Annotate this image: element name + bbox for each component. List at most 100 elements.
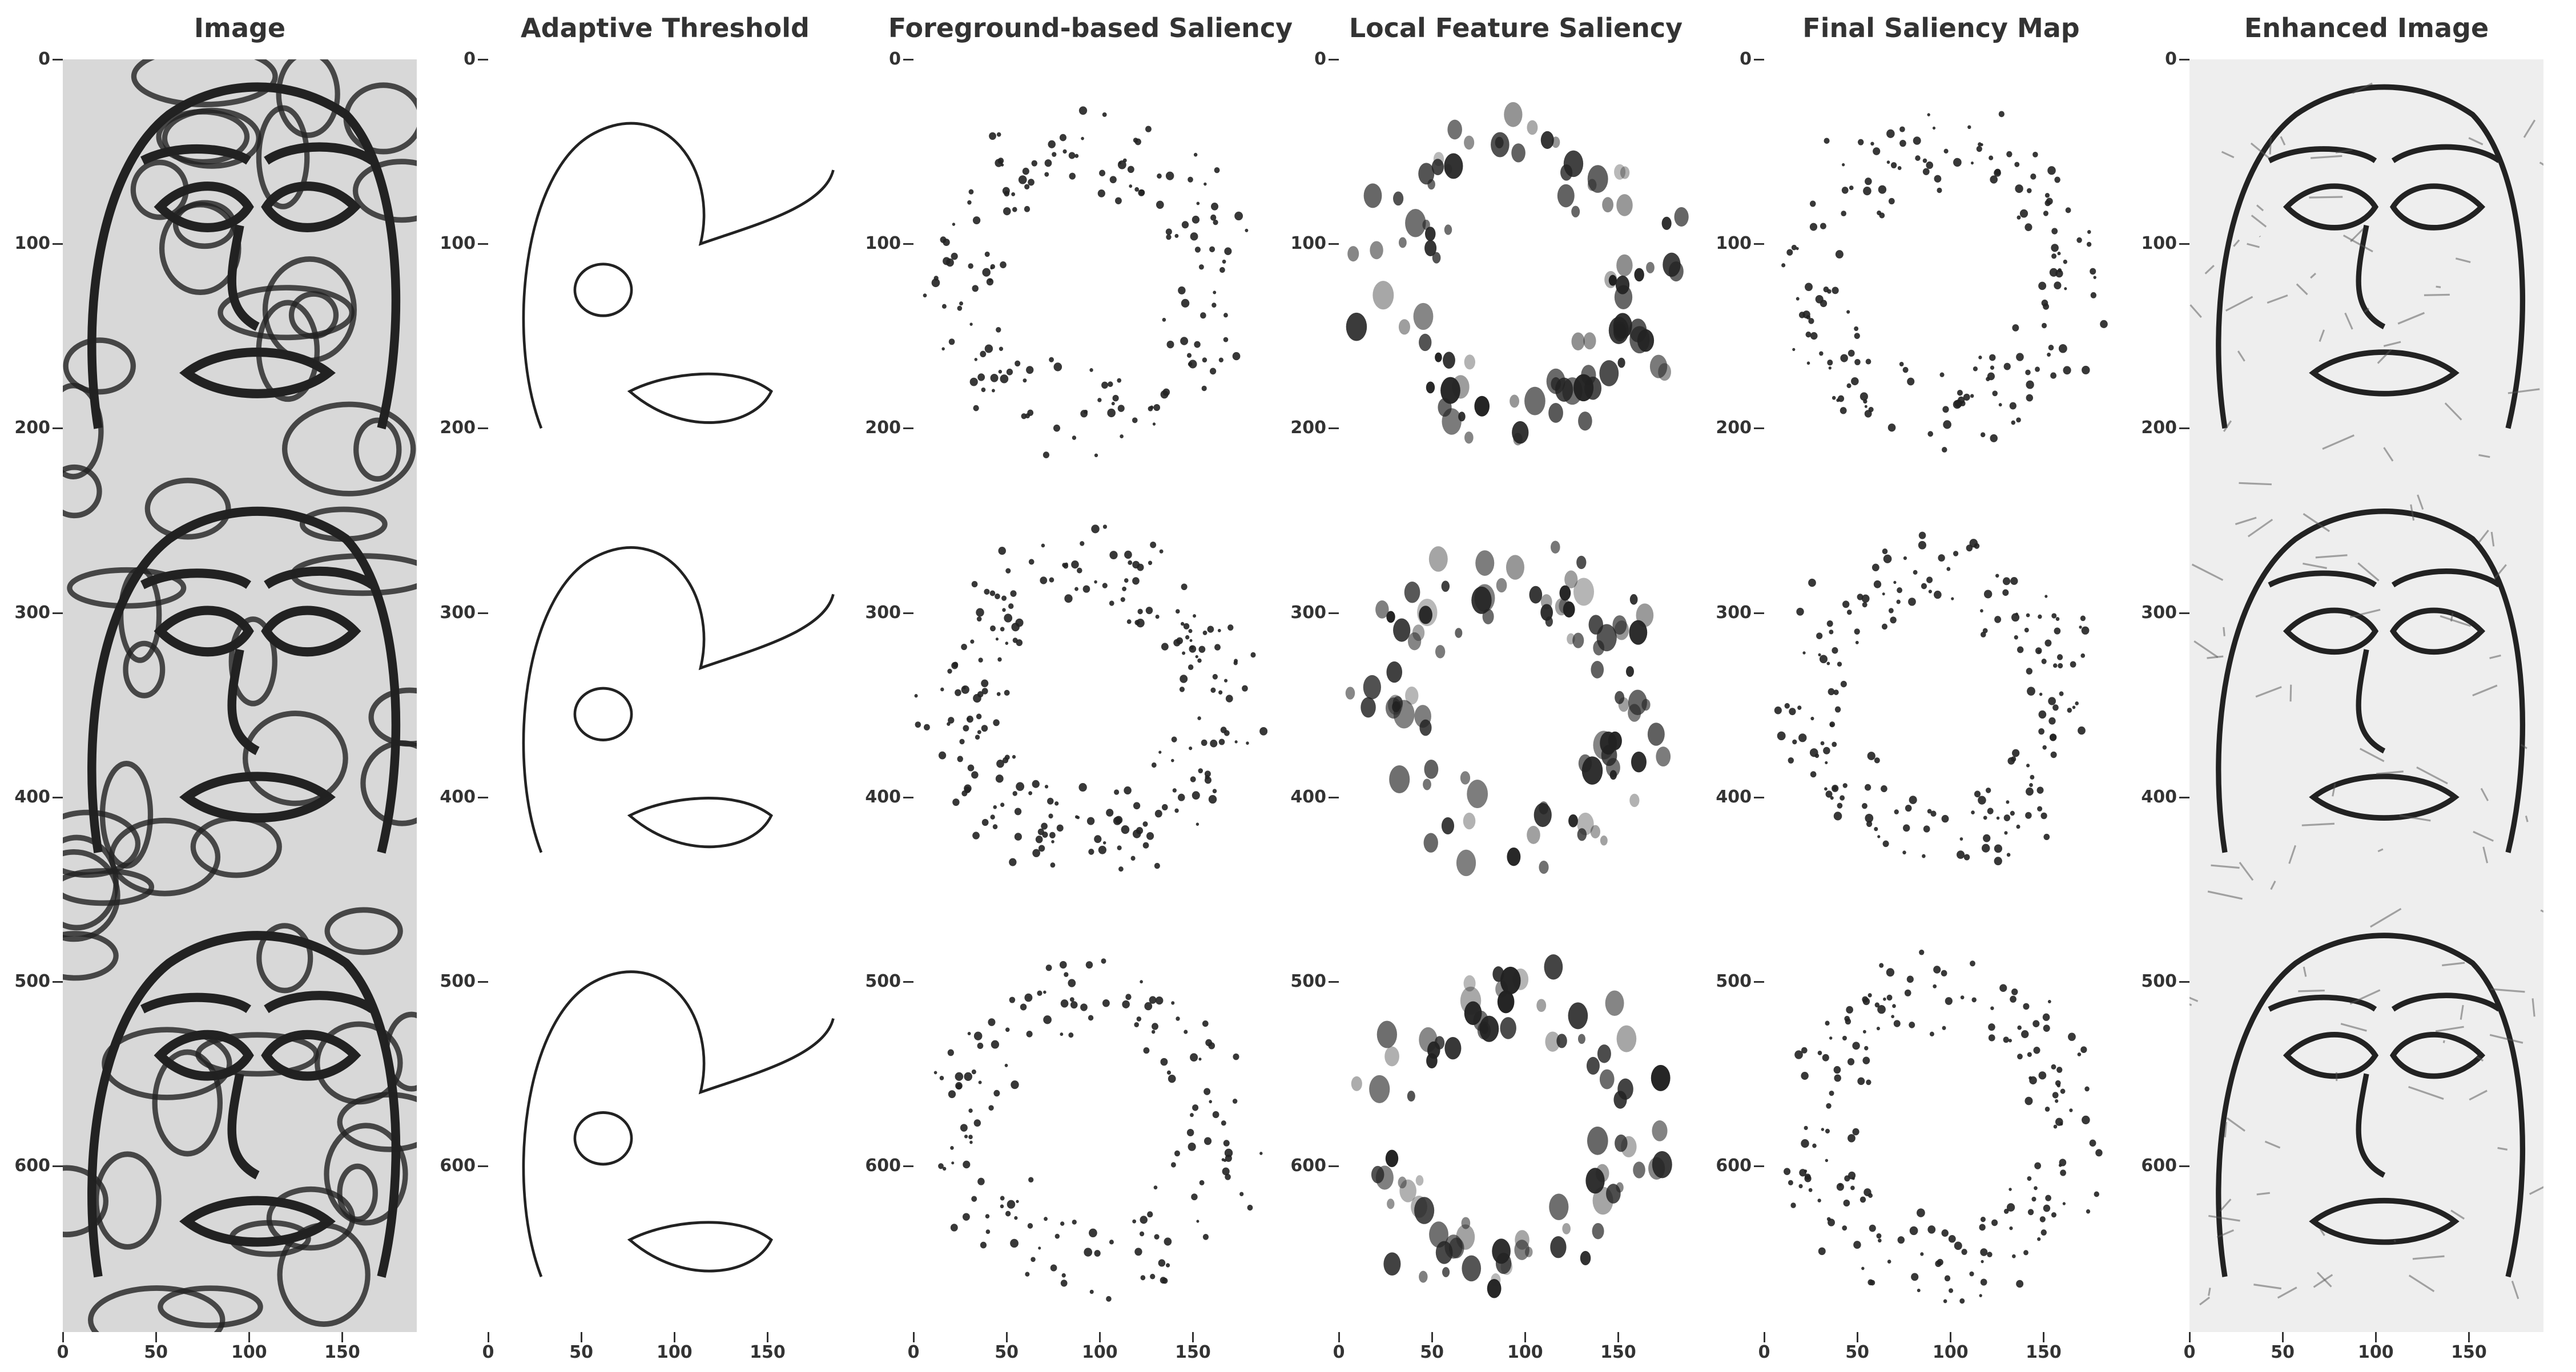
saliency-mark [1652,1120,1668,1141]
x-tick-mark [1338,1332,1340,1342]
saliency-mark [1578,411,1592,431]
saliency-mark [2042,1013,2050,1021]
saliency-mark [971,1069,976,1075]
saliency-mark [1078,783,1087,792]
saliency-mark [2045,1195,2051,1201]
plot-graphic [522,122,835,1277]
saliency-mark [1109,176,1117,184]
saliency-mark [1877,1005,1886,1014]
saliency-mark [2002,589,2009,596]
y-tick-mark [1754,796,1764,798]
saliency-mark [1854,628,1860,635]
saliency-mark [1347,246,1359,262]
saliency-mark [1930,810,1937,817]
saliency-mark [1792,348,1796,352]
saliency-mark [976,616,982,622]
saliency-mark [1874,826,1878,832]
saliency-mark [1197,716,1201,720]
saliency-mark [1796,247,1799,251]
saliency-mark [1969,1271,1974,1277]
saliency-mark [1929,1031,1934,1036]
x-tick-label: 150 [1600,1342,1636,1362]
saliency-mark [2016,215,2021,220]
saliency-mark [2077,1052,2082,1056]
saliency-mark [1830,796,1834,800]
saliency-mark [1862,1056,1870,1064]
saliency-mark [1059,134,1066,142]
saliency-mark [1094,1250,1101,1257]
saliency-mark [943,239,950,247]
saliency-mark [1102,999,1110,1007]
saliency-mark [1874,1002,1880,1008]
saliency-mark [1960,995,1965,1000]
x-tick-mark [1006,1332,1008,1342]
saliency-mark [1027,1222,1033,1229]
saliency-mark [1825,1128,1830,1134]
saliency-mark [996,132,1001,137]
saliency-mark [2054,281,2062,289]
saliency-mark [1832,647,1838,654]
saliency-mark [1224,247,1232,256]
y-tick-label: 100 [440,233,476,254]
saliency-mark [1005,1210,1011,1217]
saliency-mark [2031,1196,2036,1202]
saliency-mark [1186,1128,1194,1137]
saliency-mark [1865,358,1871,365]
saliency-mark [1922,158,1927,163]
saliency-mark [1086,817,1095,825]
saliency-mark [1011,192,1016,196]
x-tick-label: 50 [1845,1342,1870,1362]
y-tick-mark [2179,59,2189,60]
saliency-mark [1192,215,1200,224]
saliency-mark [1886,994,1893,1001]
saliency-mark [1842,163,1845,167]
saliency-mark [1863,186,1871,196]
saliency-mark [2030,173,2036,180]
saliency-mark [2100,320,2108,328]
saliency-mark [1825,1020,1830,1026]
panel-title: Foreground-based Saliency [888,13,1293,43]
saliency-mark [1221,1120,1226,1126]
saliency-mark [1398,1176,1407,1189]
saliency-mark [1179,687,1185,692]
saliency-mark [1089,368,1093,372]
saliency-mark [1441,817,1455,835]
saliency-mark [1824,138,1830,144]
saliency-mark [963,725,969,732]
saliency-mark [1786,249,1793,256]
saliency-mark [1514,1240,1530,1260]
saliency-mark [2050,751,2057,758]
saliency-mark [1668,261,1684,282]
saliency-mark [1890,616,1897,624]
saliency-mark [1035,836,1043,844]
saliency-mark [1810,716,1814,721]
saliency-mark [1224,1148,1233,1157]
saliency-mark [1864,1046,1869,1051]
saliency-mark [1154,809,1162,818]
saliency-mark [1225,1155,1232,1162]
saliency-mark [956,1083,962,1089]
saliency-mark [1121,825,1130,834]
saliency-mark [1192,1104,1199,1111]
saliency-mark [1959,837,1963,841]
plot-area [488,59,842,1332]
saliency-mark [1044,785,1049,789]
saliency-mark [978,657,983,663]
saliency-mark [1869,1224,1876,1232]
saliency-mark [1050,1264,1057,1272]
saliency-mark [1597,1044,1611,1063]
x-tick-mark [62,1332,64,1342]
saliency-mark [1196,822,1200,826]
y-tick-mark [2179,980,2189,983]
saliency-mark [973,1031,983,1040]
saliency-mark [1588,615,1604,635]
saliency-mark [1161,804,1168,810]
saliency-mark [1938,554,1945,562]
saliency-mark [1174,808,1179,813]
saliency-mark [2044,193,2050,198]
saliency-mark [1892,1004,1896,1008]
saliency-mark [1805,331,1812,338]
saliency-mark [1941,970,1947,976]
saliency-mark [1927,113,1930,116]
saliency-mark [1161,643,1169,651]
